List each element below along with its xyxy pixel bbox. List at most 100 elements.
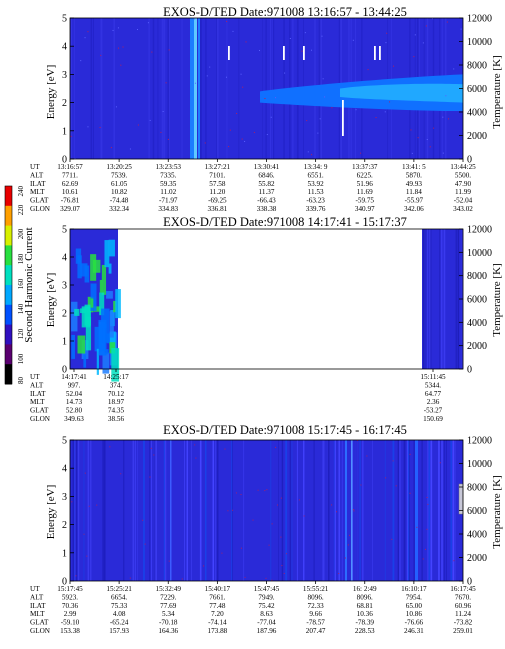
spectrogram-streak <box>270 440 272 581</box>
panel-3-y2label: Temperature [K] <box>491 475 503 548</box>
noise-pixel <box>360 484 362 486</box>
noise-pixel <box>298 499 300 501</box>
table-cell: 62.69 <box>62 180 79 188</box>
spectrogram-streak <box>74 18 76 159</box>
spectrogram-streak <box>412 440 414 581</box>
table-cell: 5870. <box>406 171 422 179</box>
noise-pixel <box>301 50 303 52</box>
spectrogram-streak <box>439 229 441 369</box>
panel-1-title: EXOS-D/TED Date:971008 13:16:57 - 13:44:… <box>163 5 407 19</box>
table-cell: 13:20:25 <box>106 163 132 171</box>
panel-2: EXOS-D/TED Date:971008 14:17:41 - 15:17:… <box>30 215 503 423</box>
table-row-label: MLT <box>30 188 45 196</box>
noise-pixel <box>240 494 242 496</box>
spectrogram-streak <box>397 440 400 581</box>
noise-pixel <box>142 519 144 521</box>
noise-pixel <box>422 42 424 44</box>
spectrogram-streak <box>439 440 441 581</box>
table-cell: 15:40:17 <box>205 585 231 593</box>
table-cell: 11.99 <box>455 188 471 196</box>
table-cell: 7335. <box>160 171 176 179</box>
spectral-patch <box>71 334 75 359</box>
spectrogram-streak <box>333 440 335 581</box>
noise-pixel <box>414 34 416 36</box>
table-row-label: UT <box>30 585 40 593</box>
spectrogram-streak <box>102 440 103 581</box>
spectrogram-streak <box>132 440 135 581</box>
spectral-patch <box>105 349 109 355</box>
table-cell: 13:37:37 <box>352 163 378 171</box>
table-cell: -63.23 <box>306 197 325 205</box>
noise-pixel <box>168 49 170 51</box>
colorbar-tick: 160 <box>17 278 25 289</box>
no-data-region <box>70 229 463 369</box>
noise-pixel <box>242 86 244 88</box>
spectrogram-streak <box>362 440 364 581</box>
noise-pixel <box>96 504 98 506</box>
y-tick-label: 1 <box>62 126 67 137</box>
table-cell: 15:25:21 <box>106 585 132 593</box>
table-cell: -78.39 <box>355 619 374 627</box>
noise-pixel <box>385 42 387 44</box>
y2-tick-label: 6000 <box>467 295 487 306</box>
spectrogram-streak <box>334 440 336 581</box>
spectrogram-streak <box>199 18 201 159</box>
noise-pixel <box>88 505 90 507</box>
noise-pixel <box>395 485 397 487</box>
noise-pixel <box>144 543 146 545</box>
noise-pixel <box>87 31 89 33</box>
table-cell: 11.20 <box>209 188 225 196</box>
colorbar-segment <box>5 304 12 326</box>
noise-pixel <box>110 147 112 149</box>
table-cell: 61.05 <box>111 180 128 188</box>
y-tick-label: 4 <box>62 464 67 475</box>
noise-pixel <box>353 510 355 512</box>
noise-pixel <box>268 544 270 546</box>
spectral-patch <box>71 301 78 332</box>
noise-pixel <box>168 560 170 562</box>
table-cell: 259.01 <box>453 627 473 635</box>
table-cell: 10.36 <box>357 610 374 618</box>
table-cell: 2.99 <box>64 610 77 618</box>
spectrogram-streak <box>128 440 131 581</box>
noise-pixel <box>232 30 234 32</box>
spectral-patch <box>99 292 105 316</box>
spectrogram-streak <box>78 440 80 581</box>
table-cell: 60.96 <box>455 602 472 610</box>
noise-pixel <box>115 106 117 108</box>
spectral-patch <box>101 264 107 295</box>
spectrogram-streak <box>445 440 447 581</box>
noise-pixel <box>391 538 393 540</box>
y2-tick-label: 2000 <box>467 553 487 564</box>
spectrogram-streak <box>216 440 219 581</box>
table-row-label: GLAT <box>30 197 49 205</box>
spectrogram-streak <box>226 18 228 159</box>
table-cell: 77.48 <box>209 602 226 610</box>
noise-pixel <box>392 460 394 462</box>
spectrogram-streak <box>199 440 202 581</box>
spectrogram-streak <box>303 440 305 581</box>
spectrogram-streak <box>70 18 72 159</box>
table-cell: -76.81 <box>61 197 80 205</box>
y2-tick-label: 0 <box>467 155 472 166</box>
table-cell: 334.83 <box>158 205 178 213</box>
table-cell: 349.63 <box>64 415 84 423</box>
table-cell: 7711. <box>62 171 78 179</box>
noise-pixel <box>321 35 323 37</box>
spectral-patch <box>109 331 116 350</box>
table-cell: 8.63 <box>260 610 273 618</box>
table-cell: 374. <box>110 381 123 389</box>
table-cell: 187.96 <box>257 627 277 635</box>
y2-tick-label: 2000 <box>467 341 487 352</box>
noise-pixel <box>416 526 418 528</box>
noise-pixel <box>360 152 362 154</box>
noise-pixel <box>331 504 333 506</box>
table-cell: 7670. <box>455 593 471 601</box>
noise-pixel <box>153 454 155 456</box>
table-cell: 13:27:21 <box>205 163 231 171</box>
table-cell: 338.38 <box>257 205 277 213</box>
spectrogram-streak <box>155 440 158 581</box>
spectrogram-streak <box>313 440 315 581</box>
table-cell: 77.69 <box>160 602 177 610</box>
